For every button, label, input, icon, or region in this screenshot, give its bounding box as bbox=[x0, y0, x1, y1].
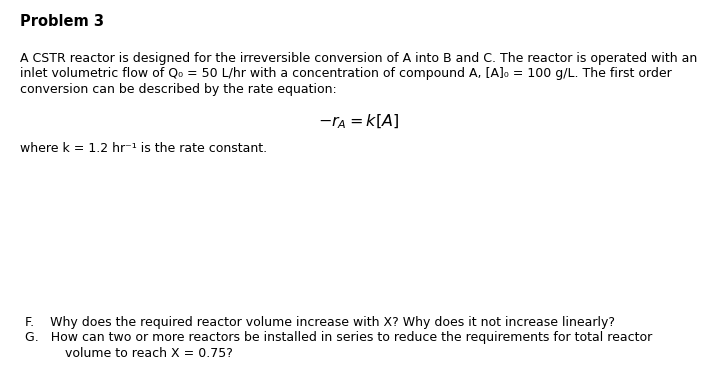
Text: inlet volumetric flow of Q₀ = 50 L/hr with a concentration of compound A, [A]₀ =: inlet volumetric flow of Q₀ = 50 L/hr wi… bbox=[20, 68, 672, 81]
Text: Problem 3: Problem 3 bbox=[20, 14, 104, 29]
Text: $-r_A = k[A]$: $-r_A = k[A]$ bbox=[319, 112, 399, 131]
Text: F.    Why does the required reactor volume increase with X? Why does it not incr: F. Why does the required reactor volume … bbox=[25, 316, 615, 329]
Text: A CSTR reactor is designed for the irreversible conversion of A into B and C. Th: A CSTR reactor is designed for the irrev… bbox=[20, 52, 697, 65]
Text: G.   How can two or more reactors be installed in series to reduce the requireme: G. How can two or more reactors be insta… bbox=[25, 332, 652, 344]
Text: where k = 1.2 hr⁻¹ is the rate constant.: where k = 1.2 hr⁻¹ is the rate constant. bbox=[20, 142, 267, 156]
Text: volume to reach X = 0.75?: volume to reach X = 0.75? bbox=[25, 347, 233, 360]
Text: conversion can be described by the rate equation:: conversion can be described by the rate … bbox=[20, 83, 337, 96]
